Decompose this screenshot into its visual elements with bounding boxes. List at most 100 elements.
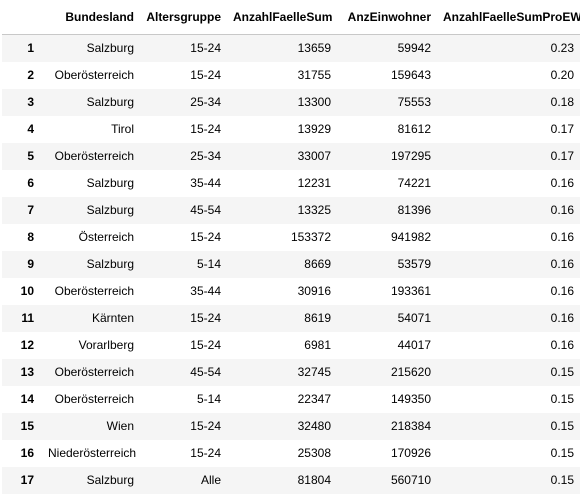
cell-anzeinwohner: 75553 (397, 95, 431, 109)
row-index: 12 (20, 338, 34, 352)
cell-altersgruppe: 45-54 (190, 203, 221, 217)
cell-anzahlfaellesum: 31755 (297, 68, 331, 82)
table-row: 11 Kärnten 15-24 8619 54071 0.16 (2, 305, 580, 332)
table-row: 3 Salzburg 25-34 13300 75553 0.18 (2, 89, 580, 116)
cell-anzahlfaellesumproew: 0.16 (550, 338, 574, 352)
cell-bundesland: Oberösterreich (54, 284, 134, 298)
cell-bundesland: Oberösterreich (54, 149, 134, 163)
row-index: 15 (20, 419, 34, 433)
row-index: 6 (27, 176, 34, 190)
cell-anzahlfaellesum: 25308 (297, 446, 331, 460)
cell-anzahlfaellesum: 8619 (304, 311, 331, 325)
cell-altersgruppe: 15-24 (190, 68, 221, 82)
cell-altersgruppe: 15-24 (190, 338, 221, 352)
row-index: 4 (27, 122, 34, 136)
row-index: 16 (20, 446, 34, 460)
table-row: 12 Vorarlberg 15-24 6981 44017 0.16 (2, 332, 580, 359)
table-body: 1 Salzburg 15-24 13659 59942 0.23 2 Oberösterre… (2, 34, 580, 494)
cell-anzahlfaellesumproew: 0.16 (550, 176, 574, 190)
cell-anzeinwohner: 197295 (390, 149, 431, 163)
table-row: 4 Tirol 15-24 13929 81612 0.17 (2, 116, 580, 143)
cell-altersgruppe: 15-24 (190, 230, 221, 244)
cell-bundesland: Vorarlberg (78, 338, 134, 352)
cell-altersgruppe: 5-14 (196, 392, 221, 406)
cell-anzahlfaellesum: 33007 (297, 149, 331, 163)
header-row: Bundesland Altersgruppe AnzahlFaelleSum … (2, 0, 580, 35)
row-index: 9 (27, 257, 34, 271)
cell-anzeinwohner: 159643 (390, 68, 431, 82)
cell-anzeinwohner: 560710 (390, 473, 431, 487)
row-index: 3 (27, 95, 34, 109)
table-row: 9 Salzburg 5-14 8669 53579 0.16 (2, 251, 580, 278)
row-index: 14 (20, 392, 34, 406)
table-row: 14 Oberösterreich 5-14 22347 149350 0.15 (2, 386, 580, 413)
cell-anzahlfaellesum: 81804 (297, 473, 331, 487)
cell-anzeinwohner: 941982 (390, 230, 431, 244)
table-row: 2 Oberösterreich 15-24 31755 159643 0.20 (2, 62, 580, 89)
table-row: 10 Oberösterreich 35-44 30916 193361 0.16 (2, 278, 580, 305)
cell-bundesland: Salzburg (86, 95, 134, 109)
cell-anzahlfaellesumproew: 0.17 (550, 122, 574, 136)
cell-altersgruppe: 15-24 (190, 122, 221, 136)
cell-anzeinwohner: 215620 (390, 365, 431, 379)
cell-altersgruppe: 45-54 (190, 365, 221, 379)
cell-anzahlfaellesum: 6981 (304, 338, 331, 352)
table-row: 5 Oberösterreich 25-34 33007 197295 0.17 (2, 143, 580, 170)
cell-anzahlfaellesumproew: 0.16 (550, 230, 574, 244)
cell-anzahlfaellesumproew: 0.15 (550, 392, 574, 406)
cell-anzahlfaellesumproew: 0.15 (550, 473, 574, 487)
cell-anzeinwohner: 53579 (397, 257, 431, 271)
cell-bundesland: Oberösterreich (54, 392, 134, 406)
table-row: 1 Salzburg 15-24 13659 59942 0.23 (2, 34, 580, 62)
cell-altersgruppe: 15-24 (190, 446, 221, 460)
table-row: 15 Wien 15-24 32480 218384 0.15 (2, 413, 580, 440)
row-index: 7 (27, 203, 34, 217)
cell-anzeinwohner: 59942 (397, 41, 431, 55)
cell-altersgruppe: 25-34 (190, 149, 221, 163)
column-header-altersgruppe: Altersgruppe (140, 0, 227, 35)
cell-bundesland: Österreich (78, 230, 134, 244)
row-index: 17 (20, 473, 34, 487)
cell-anzeinwohner: 44017 (397, 338, 431, 352)
cell-anzahlfaellesumproew: 0.16 (550, 284, 574, 298)
cell-anzeinwohner: 218384 (390, 419, 431, 433)
cell-anzahlfaellesum: 13659 (297, 41, 331, 55)
cell-anzahlfaellesumproew: 0.17 (550, 149, 574, 163)
cell-altersgruppe: Alle (200, 473, 221, 487)
cell-bundesland: Salzburg (86, 41, 134, 55)
table-row: 13 Oberösterreich 45-54 32745 215620 0.15 (2, 359, 580, 386)
cell-anzeinwohner: 170926 (390, 446, 431, 460)
cell-anzahlfaellesum: 13325 (297, 203, 331, 217)
cell-anzeinwohner: 149350 (390, 392, 431, 406)
cell-anzahlfaellesum: 32745 (297, 365, 331, 379)
table-row: 6 Salzburg 35-44 12231 74221 0.16 (2, 170, 580, 197)
row-index: 11 (21, 311, 34, 325)
table-row: 16 Niederösterreich 15-24 25308 170926 0.15 (2, 440, 580, 467)
cell-anzeinwohner: 81396 (397, 203, 431, 217)
cell-anzeinwohner: 81612 (397, 122, 431, 136)
cell-anzahlfaellesumproew: 0.16 (550, 203, 574, 217)
cell-anzeinwohner: 193361 (390, 284, 431, 298)
column-header-anzeinwohner: AnzEinwohner (337, 0, 437, 35)
column-header-anzahlfaellesum: AnzahlFaelleSum (227, 0, 337, 35)
cell-anzahlfaellesumproew: 0.16 (550, 311, 574, 325)
cell-anzahlfaellesumproew: 0.15 (550, 446, 574, 460)
cell-anzahlfaellesum: 153372 (290, 230, 331, 244)
cell-bundesland: Oberösterreich (54, 68, 134, 82)
cell-bundesland: Tirol (111, 122, 134, 136)
cell-anzahlfaellesum: 13300 (297, 95, 331, 109)
cell-altersgruppe: 35-44 (190, 176, 221, 190)
cell-anzahlfaellesum: 13929 (297, 122, 331, 136)
table-header: Bundesland Altersgruppe AnzahlFaelleSum … (2, 0, 580, 35)
table-row: 8 Österreich 15-24 153372 941982 0.16 (2, 224, 580, 251)
row-index: 10 (20, 284, 34, 298)
cell-anzahlfaellesum: 12231 (297, 176, 331, 190)
cell-bundesland: Salzburg (86, 257, 134, 271)
row-index: 8 (27, 230, 34, 244)
column-header-bundesland: Bundesland (42, 0, 140, 35)
cell-anzeinwohner: 74221 (397, 176, 431, 190)
cell-anzahlfaellesumproew: 0.20 (550, 68, 574, 82)
cell-altersgruppe: 35-44 (190, 284, 221, 298)
table-row: 17 Salzburg Alle 81804 560710 0.15 (2, 467, 580, 494)
